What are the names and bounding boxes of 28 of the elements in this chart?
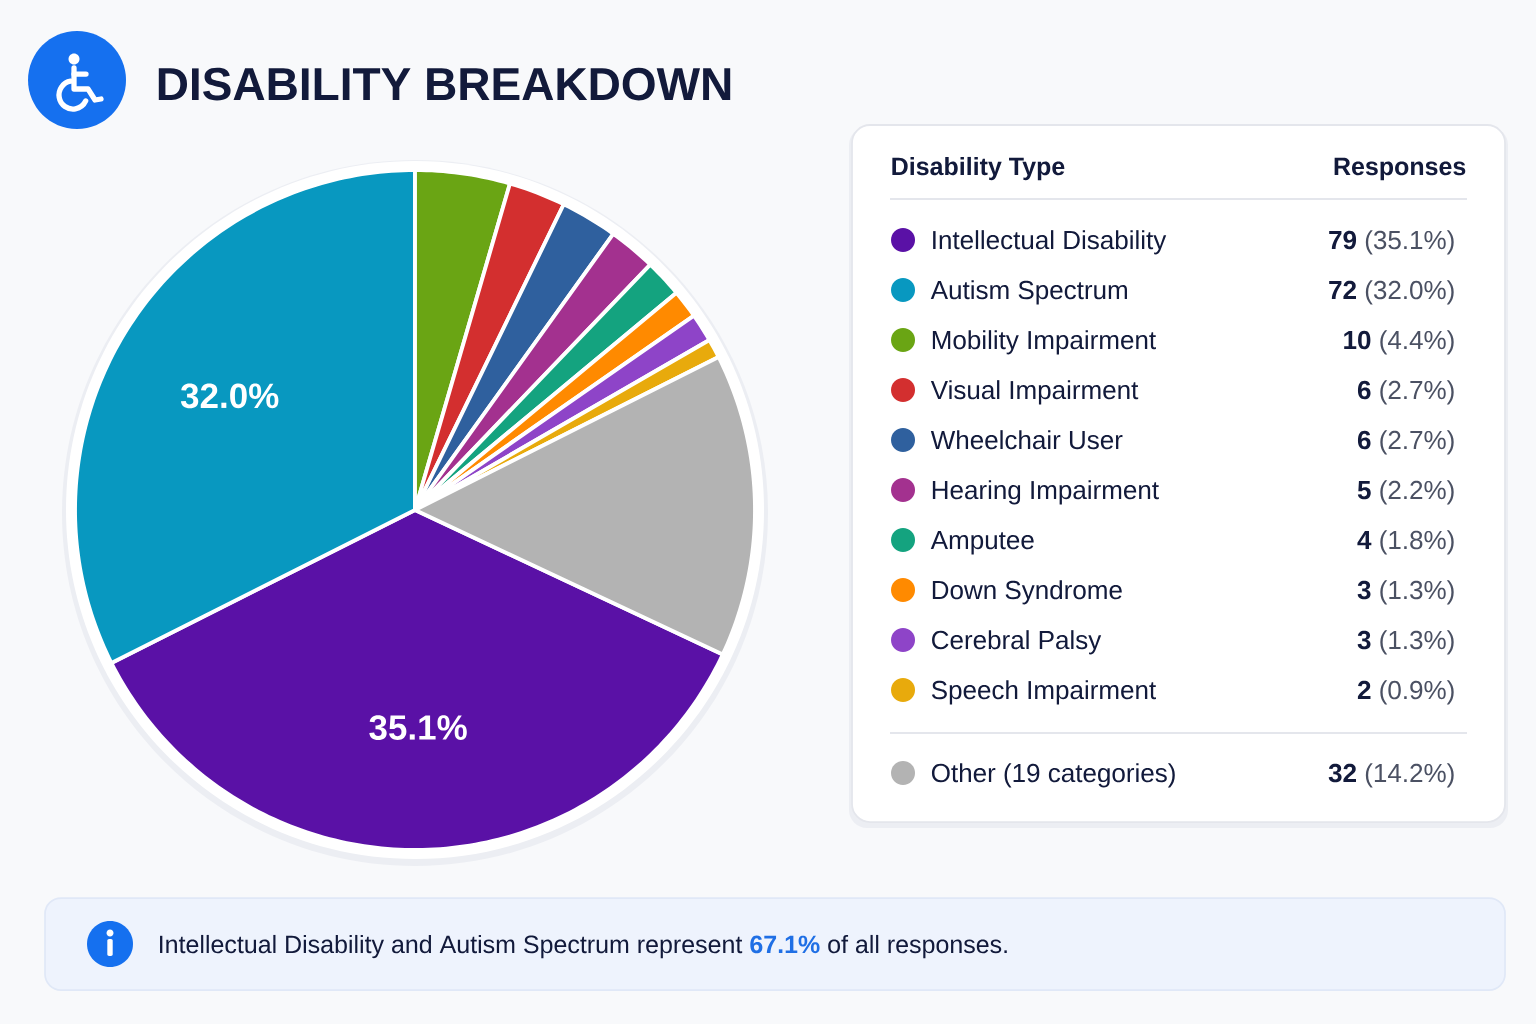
data-label: 2 (0.9%) [1357, 680, 1454, 705]
text: Responses [1334, 157, 1466, 181]
legend-label: Cerebral Palsy [932, 630, 1102, 655]
data-label: 32 (14.2%) [1328, 763, 1454, 788]
legend-label: Hearing Impairment [932, 480, 1159, 505]
legend-label: Visual Impairment [930, 380, 1139, 405]
text: Intellectual Disability and Autism Spectrum represent 67.1% of all responses. [160, 934, 1007, 959]
chart-title: DISABILITY BREAKDOWN [158, 67, 731, 101]
legend-label: Autism Spectrum [930, 280, 1127, 305]
legend-label: Down Syndrome [932, 580, 1122, 605]
data-label: 3 (1.3%) [1357, 630, 1454, 655]
data-label: 6 (2.7%) [1357, 430, 1454, 455]
legend-label: Amputee [930, 531, 1034, 555]
data-label: 4 (1.8%) [1357, 530, 1454, 555]
data-label: 6 (2.7%) [1357, 380, 1454, 405]
legend-label: Intellectual Disability [933, 230, 1167, 255]
legend-label: Speech Impairment [931, 680, 1156, 705]
legend-label: Wheelchair User [930, 430, 1123, 450]
text: 32.0% [180, 383, 279, 409]
legend-title: Disability Type [892, 156, 1065, 181]
data-label: 79 (35.1%) [1329, 230, 1454, 255]
data-label: 10 (4.4%) [1344, 330, 1454, 355]
data-label: 3 (1.3%) [1357, 580, 1454, 605]
data-label: 72 (32.0%) [1329, 280, 1454, 305]
text: 35.1% [369, 715, 467, 740]
legend-label: Mobility Impairment [932, 330, 1156, 355]
data-label: 5 (2.2%) [1357, 480, 1454, 505]
legend-label: Other (19 categories) [931, 763, 1175, 788]
